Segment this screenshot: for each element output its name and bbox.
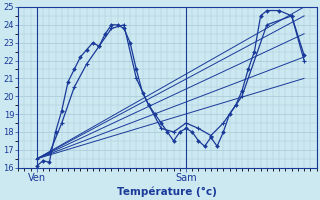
X-axis label: Température (°c): Température (°c) [117, 186, 217, 197]
